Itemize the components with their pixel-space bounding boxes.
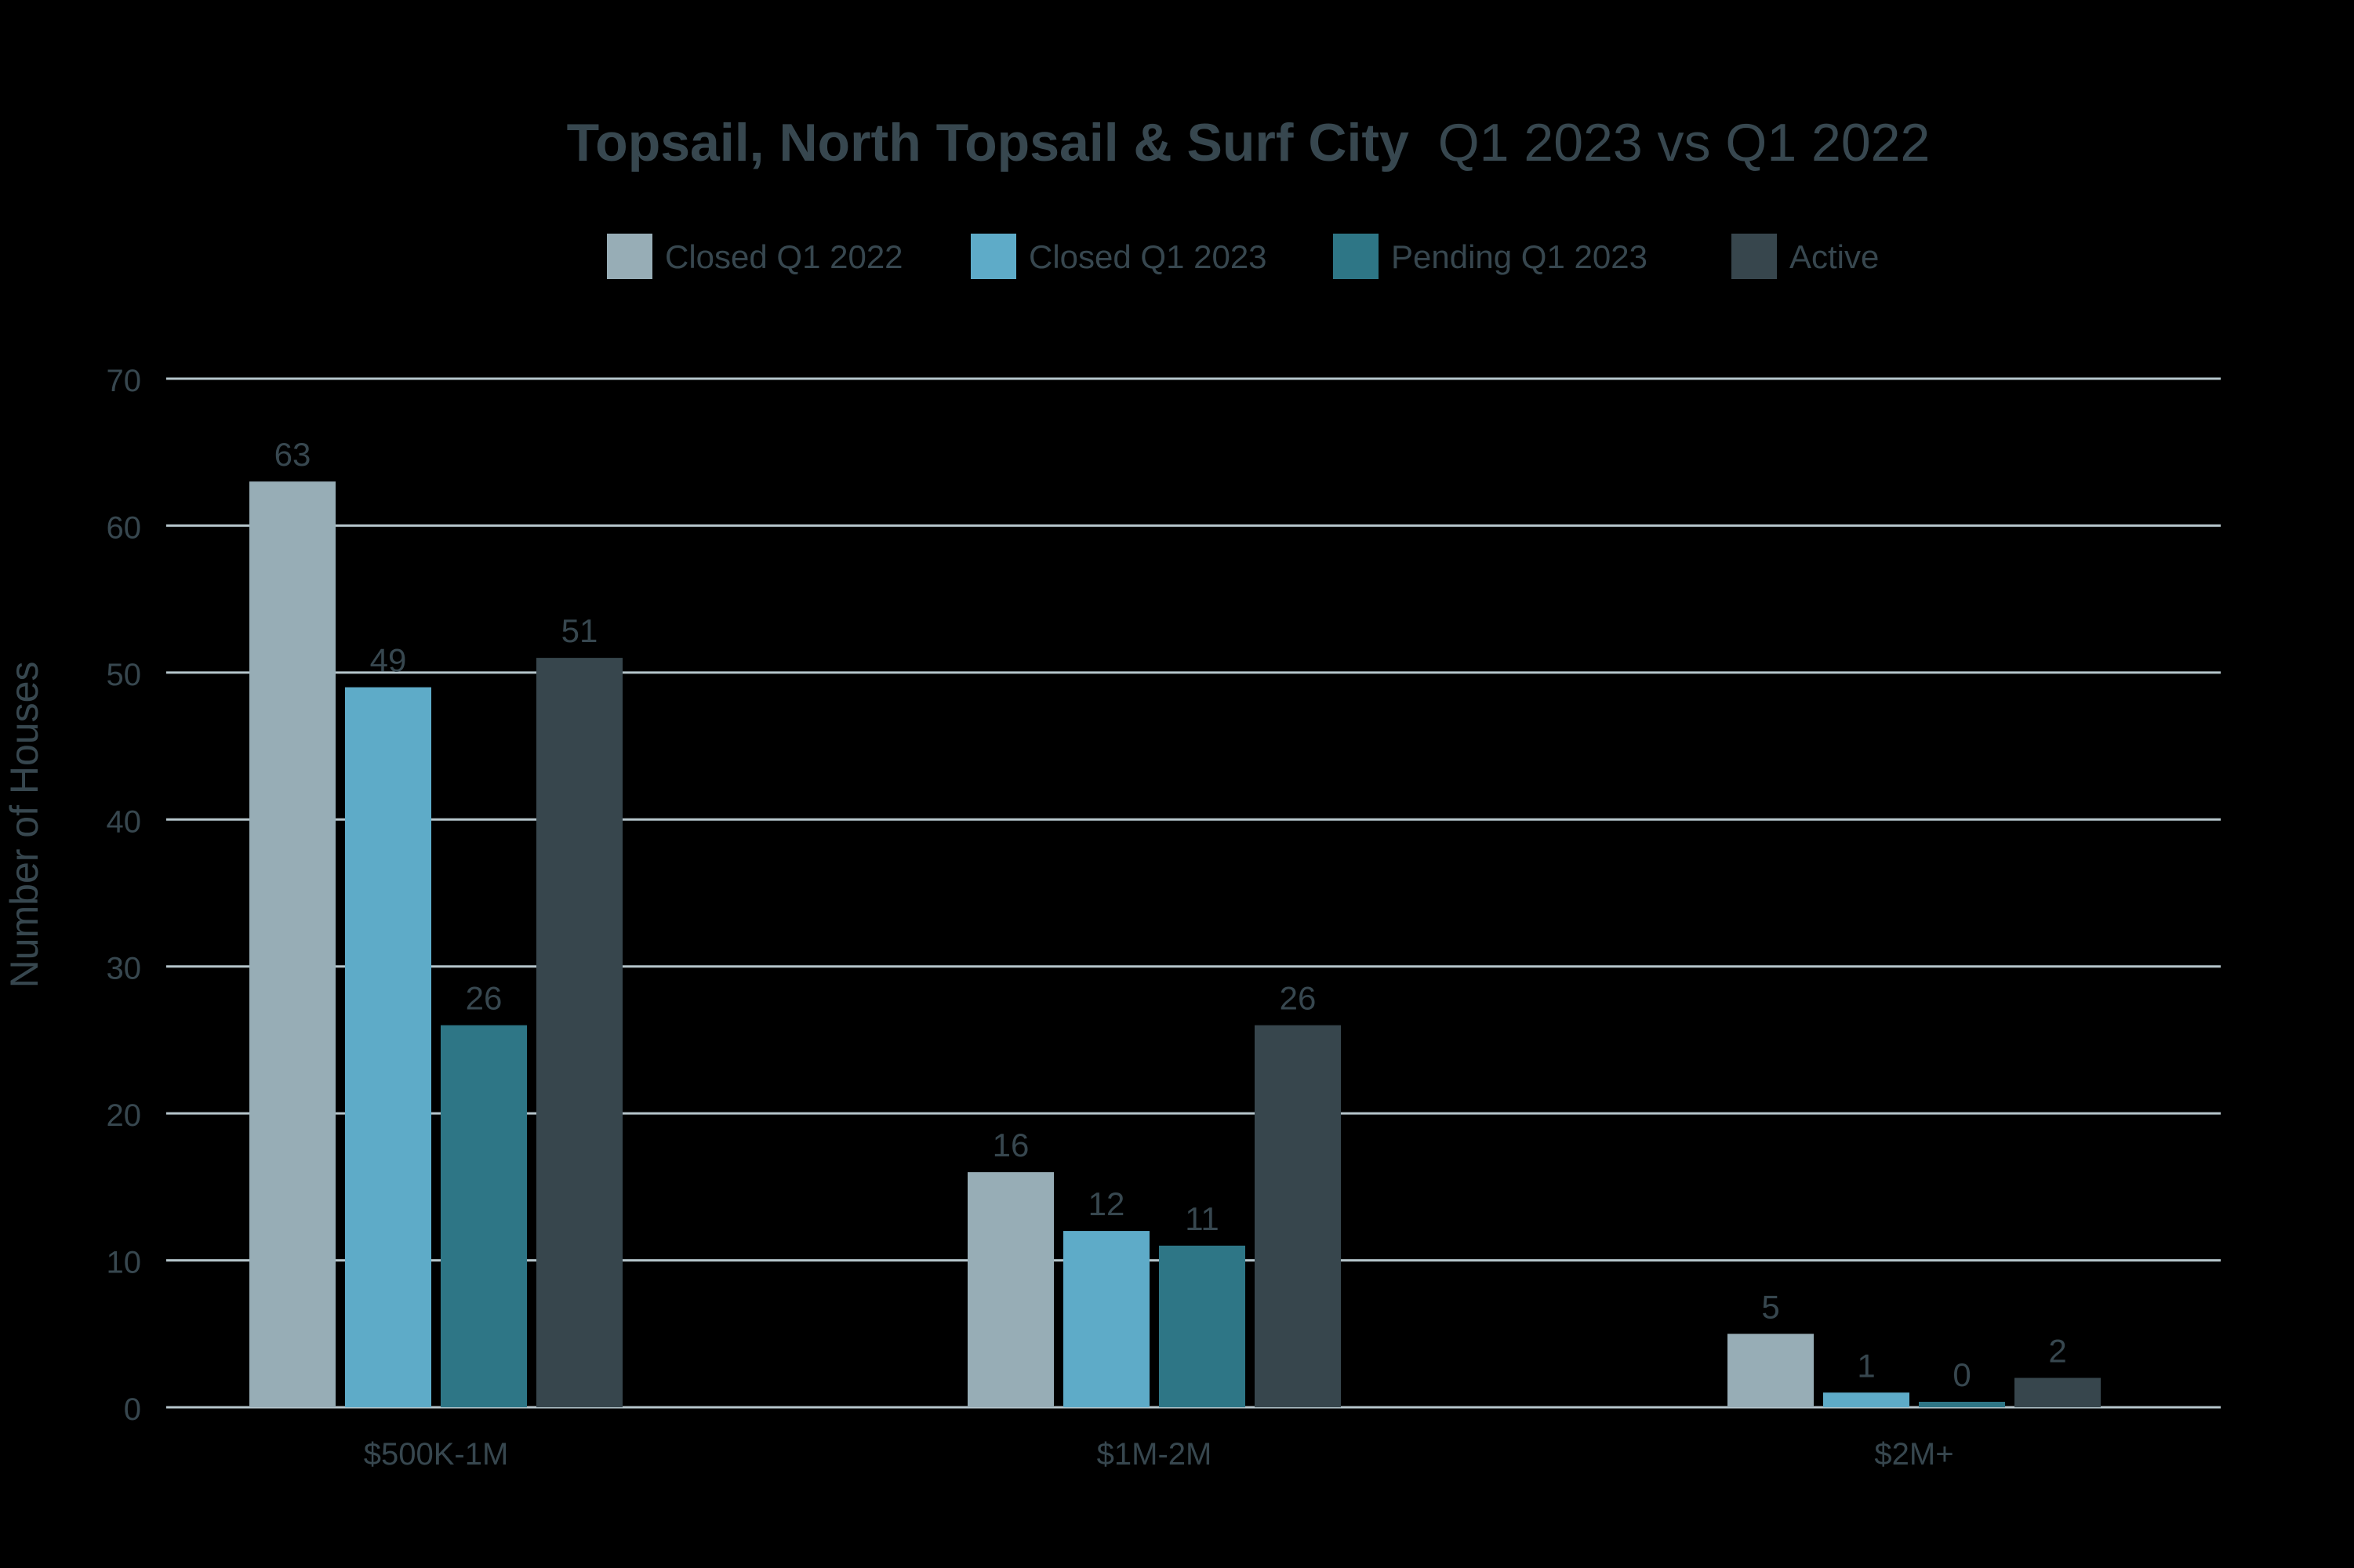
x-tick-label: $2M+ [1874,1437,1953,1472]
bar-value-label: 0 [1953,1356,1971,1393]
y-tick-label: 0 [124,1392,141,1427]
y-tick-label: 60 [107,510,142,545]
y-tick-label: 70 [107,364,142,398]
bar-value-label: 11 [1185,1200,1219,1237]
chart-title-rest: Q1 2023 vs Q1 2022 [1438,113,1931,172]
legend-swatch [1333,234,1379,279]
legend-item: Closed Q1 2023 [971,234,1267,279]
bar-value-label: 16 [993,1127,1030,1163]
bar [441,1025,527,1407]
bar-value-label: 26 [1280,980,1317,1017]
chart-title: Topsail, North Topsail & Surf City Q1 20… [567,113,1931,172]
bar [1063,1231,1150,1407]
bar [536,658,623,1407]
bar [1823,1392,1909,1407]
legend: Closed Q1 2022 Closed Q1 2023 Pending Q1 2… [607,234,1879,279]
y-tick-label: 20 [107,1098,142,1133]
bar [1727,1334,1814,1407]
y-axis-label: Number of Houses [2,662,46,989]
y-tick-label: 10 [107,1246,142,1280]
bar-value-label: 1 [1857,1347,1875,1384]
bar-value-label: 51 [561,612,598,649]
bar-value-label: 2 [2048,1333,2066,1370]
legend-label: Pending Q1 2023 [1391,238,1647,275]
bars [249,481,2101,1408]
bar [1255,1025,1341,1407]
legend-swatch [971,234,1016,279]
bar [2014,1377,2101,1407]
bar-value-label: 12 [1088,1185,1125,1222]
legend-item: Active [1731,234,1879,279]
legend-swatch [607,234,652,279]
legend-item: Closed Q1 2022 [607,234,903,279]
legend-label: Closed Q1 2023 [1029,238,1267,275]
y-tick-label: 40 [107,804,142,839]
x-tick-label: $500K-1M [364,1437,509,1472]
legend-label: Closed Q1 2022 [665,238,903,275]
bar [249,481,336,1408]
legend-item: Pending Q1 2023 [1333,234,1647,279]
x-axis-ticks: $500K-1M $1M-2M $2M+ [364,1437,1954,1472]
bar [345,687,431,1407]
bar-value-label: 49 [370,642,407,679]
chart-title-bold: Topsail, North Topsail & Surf City [567,113,1409,172]
x-tick-label: $1M-2M [1097,1437,1212,1472]
bar-value-label: 26 [466,980,503,1017]
legend-swatch [1731,234,1777,279]
bar [1919,1402,2005,1407]
bar [968,1172,1054,1407]
legend-label: Active [1789,238,1879,275]
y-tick-label: 50 [107,658,142,692]
bar-value-label: 5 [1761,1288,1779,1325]
bar-value-label: 63 [274,436,311,473]
bar [1159,1245,1245,1407]
y-axis-ticks: 0 10 20 30 40 50 60 70 [107,364,142,1427]
y-tick-label: 30 [107,952,142,986]
